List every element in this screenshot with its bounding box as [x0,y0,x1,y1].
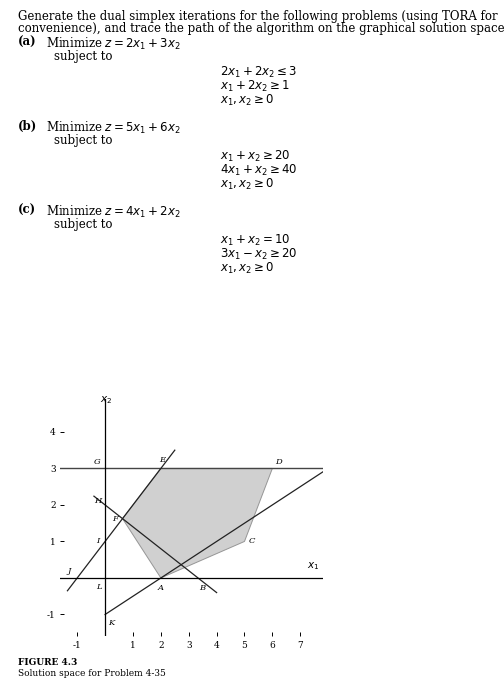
Text: $4x_1 + x_2 \geq 40$: $4x_1 + x_2 \geq 40$ [220,163,297,178]
Text: B: B [199,584,205,592]
Text: $x_1, x_2 \geq 0$: $x_1, x_2 \geq 0$ [220,93,275,108]
Text: $x_1 + 2x_2 \geq 1$: $x_1 + 2x_2 \geq 1$ [220,79,290,94]
Text: (a): (a) [18,36,37,49]
Text: (c): (c) [18,204,36,217]
Text: I: I [96,537,100,546]
Text: Minimize $z = 2x_1 + 3x_2$: Minimize $z = 2x_1 + 3x_2$ [46,36,181,52]
Text: E: E [159,456,165,464]
Text: $3x_1 - x_2 \geq 20$: $3x_1 - x_2 \geq 20$ [220,247,297,262]
Text: Minimize $z = 4x_1 + 2x_2$: Minimize $z = 4x_1 + 2x_2$ [46,204,181,220]
Text: Generate the dual simplex iterations for the following problems (using TORA for: Generate the dual simplex iterations for… [18,10,497,23]
Text: Solution space for Problem 4-35: Solution space for Problem 4-35 [18,669,166,678]
Text: subject to: subject to [54,50,112,63]
Text: subject to: subject to [54,134,112,147]
Text: $x_2$: $x_2$ [100,394,112,407]
Text: G: G [94,458,101,466]
Text: FIGURE 4.3: FIGURE 4.3 [18,658,78,667]
Text: D: D [275,458,282,466]
Text: $2x_1 + 2x_2 \leq 3$: $2x_1 + 2x_2 \leq 3$ [220,65,297,80]
Text: L: L [96,583,102,591]
Text: K: K [108,619,114,627]
Text: J: J [68,568,71,575]
Text: $x_1, x_2 \geq 0$: $x_1, x_2 \geq 0$ [220,177,275,192]
Text: $x_1 + x_2 = 10$: $x_1 + x_2 = 10$ [220,233,290,248]
Text: (b): (b) [18,120,37,133]
Text: convenience), and trace the path of the algorithm on the graphical solution spac: convenience), and trace the path of the … [18,22,504,35]
Text: $x_1 + x_2 \geq 20$: $x_1 + x_2 \geq 20$ [220,149,290,164]
Text: subject to: subject to [54,218,112,231]
Polygon shape [122,469,272,578]
Text: $x_1$: $x_1$ [307,561,320,572]
Text: $x_1, x_2 \geq 0$: $x_1, x_2 \geq 0$ [220,261,275,276]
Text: H: H [94,497,101,504]
Text: Minimize $z = 5x_1 + 6x_2$: Minimize $z = 5x_1 + 6x_2$ [46,120,181,136]
Text: A: A [158,584,164,592]
Text: F: F [112,515,117,523]
Text: C: C [249,537,256,546]
